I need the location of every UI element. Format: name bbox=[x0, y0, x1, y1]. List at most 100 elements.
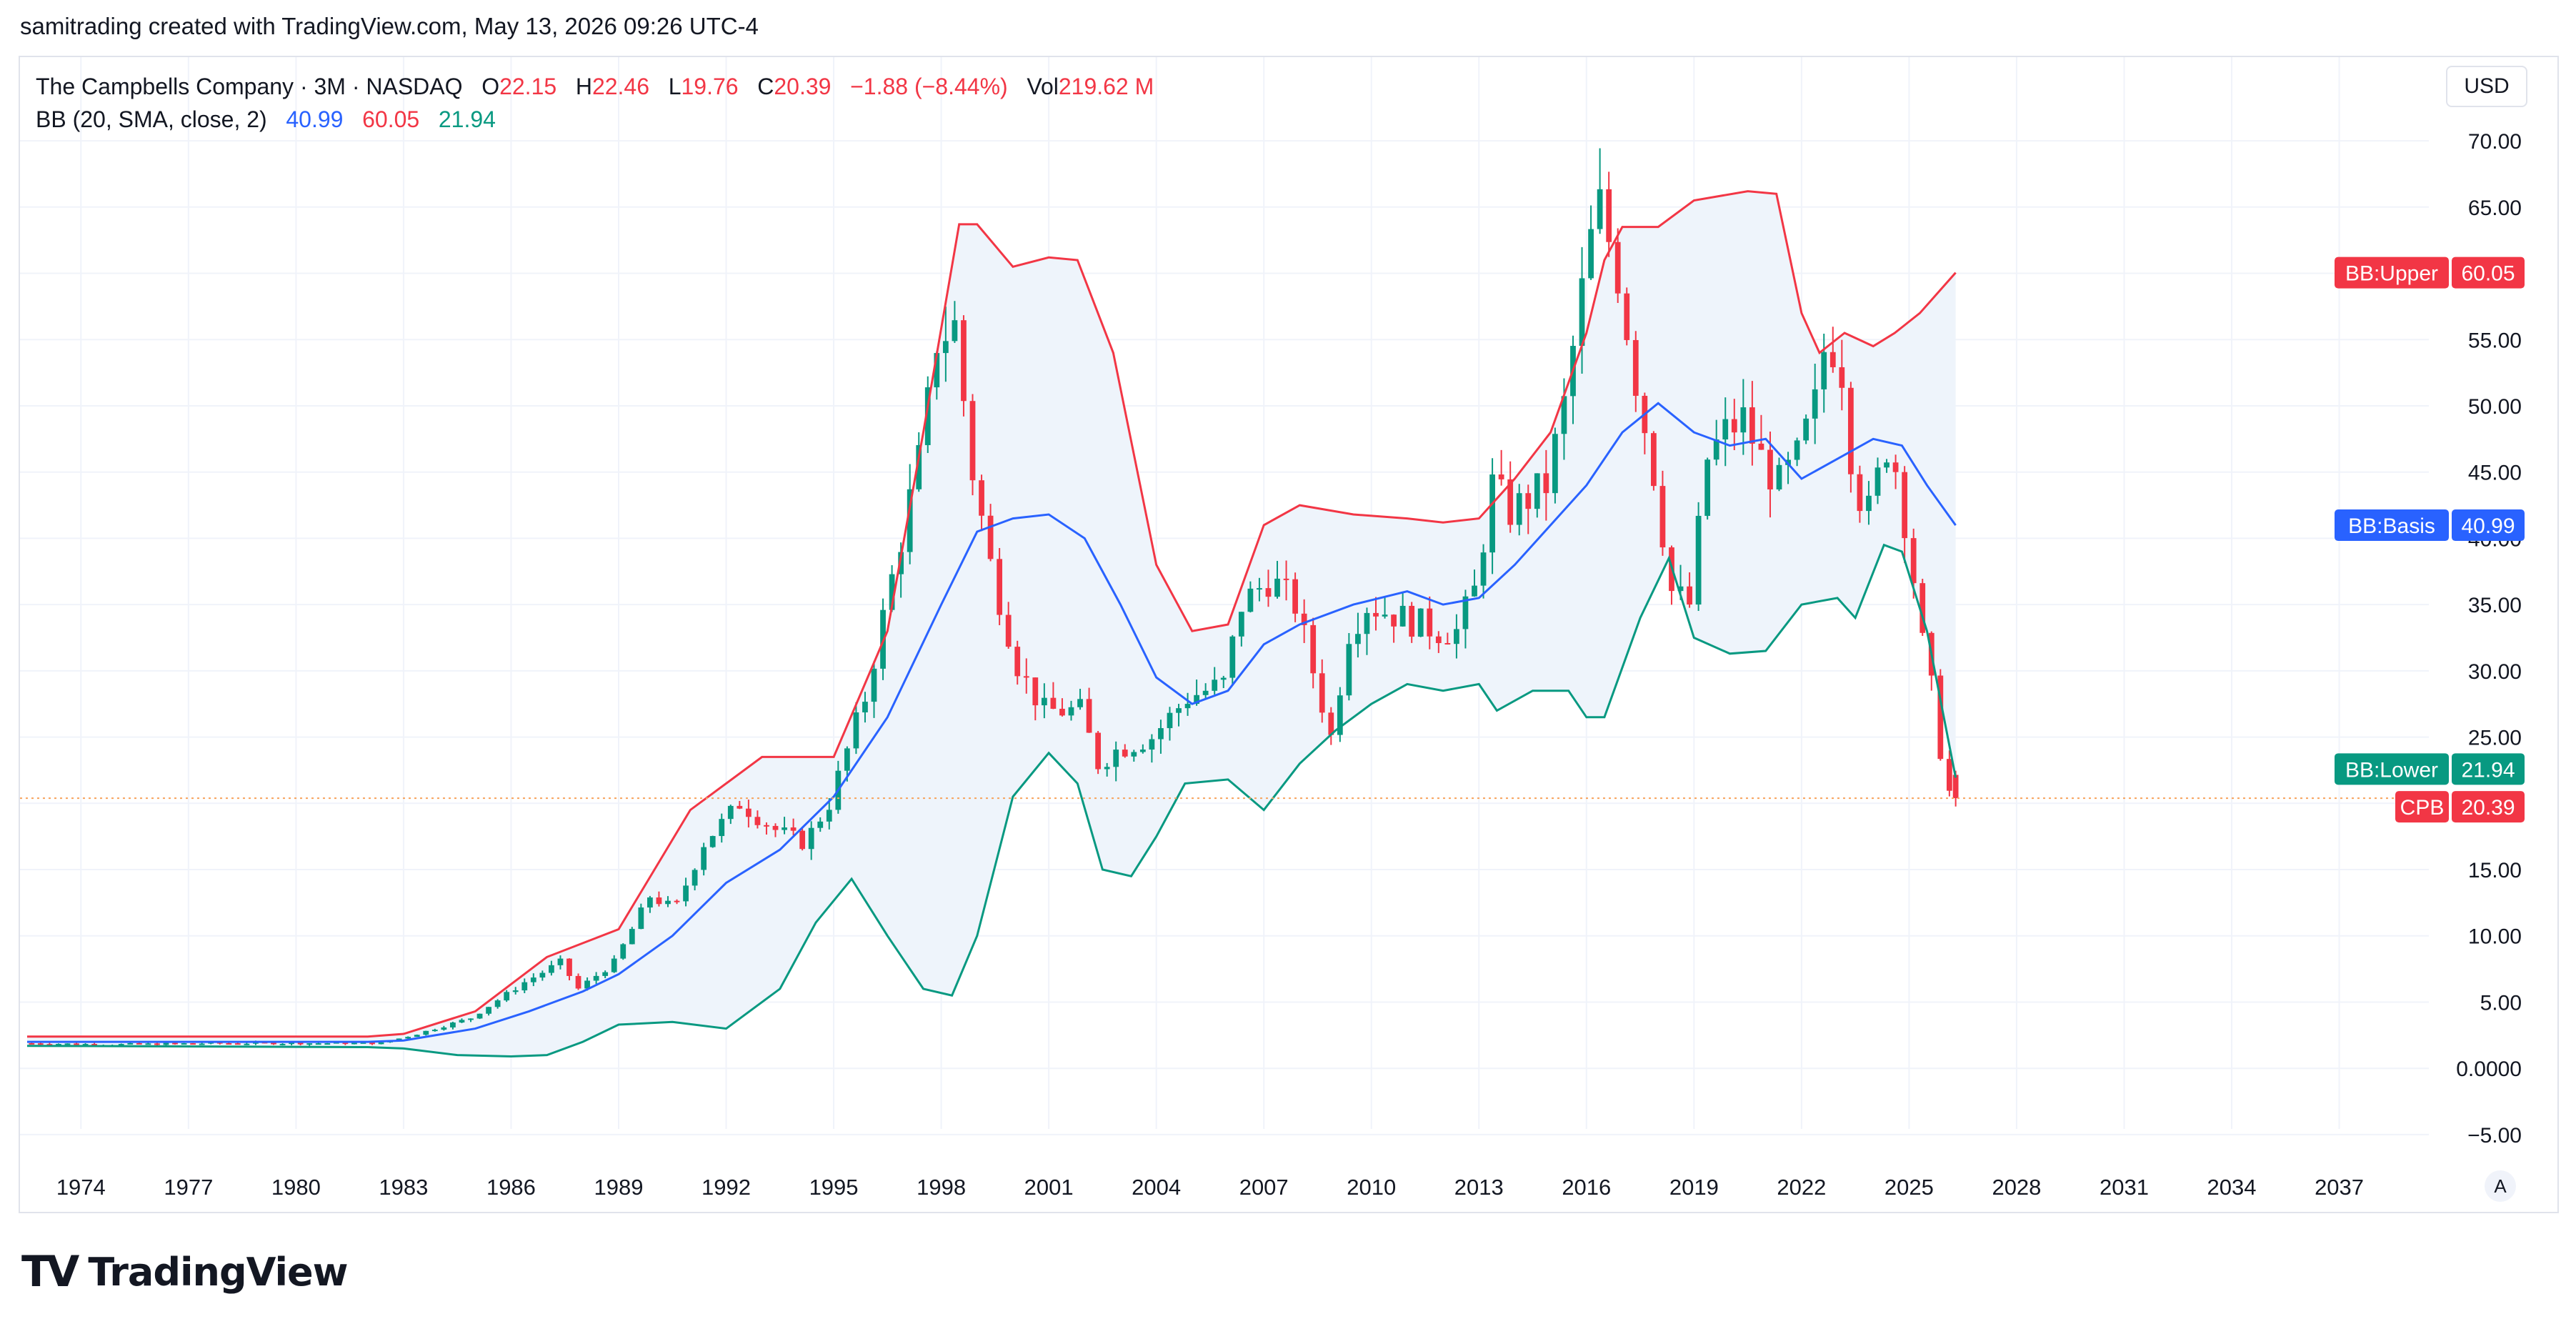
y-tick-label: 70.00 bbox=[2468, 130, 2522, 154]
candle-body bbox=[924, 387, 931, 445]
badge-value-bg bbox=[2452, 257, 2525, 289]
candle-body bbox=[799, 830, 806, 850]
badge-value: 60.05 bbox=[2461, 262, 2515, 286]
x-tick-label: 2031 bbox=[2100, 1175, 2149, 1200]
auto-scale-button[interactable]: A bbox=[2485, 1170, 2516, 1202]
candle-body bbox=[701, 847, 707, 870]
candle-body bbox=[450, 1022, 456, 1027]
chart-caption: samitrading created with TradingView.com… bbox=[20, 13, 759, 39]
volume-value: 219.62 M bbox=[1058, 74, 1154, 99]
candle-body bbox=[1489, 474, 1495, 553]
candle-body bbox=[772, 825, 779, 830]
volume-label: Vol bbox=[1027, 74, 1059, 99]
candle-body bbox=[145, 1043, 151, 1045]
candle-body bbox=[369, 1042, 375, 1045]
candle-body bbox=[1032, 677, 1039, 706]
close-label: C bbox=[757, 74, 774, 99]
candle-body bbox=[486, 1007, 491, 1014]
candle-body bbox=[584, 980, 590, 989]
candle-body bbox=[871, 668, 877, 702]
y-tick-label: 0.0000 bbox=[2456, 1057, 2522, 1081]
candle-body bbox=[1776, 464, 1782, 489]
candle-body bbox=[199, 1043, 205, 1045]
candle-body bbox=[342, 1042, 349, 1045]
grid-lines bbox=[20, 57, 2429, 1135]
candle-body bbox=[1632, 339, 1639, 396]
candle-body bbox=[1857, 474, 1863, 512]
x-tick-label: 2022 bbox=[1777, 1175, 1826, 1200]
candle-body bbox=[969, 401, 976, 481]
x-tick-label: 2013 bbox=[1454, 1175, 1504, 1200]
candle-body bbox=[1328, 712, 1334, 735]
candle-body bbox=[1382, 614, 1388, 617]
candle-body bbox=[1373, 612, 1379, 617]
x-tick-label: 1980 bbox=[271, 1175, 321, 1200]
x-tick-label: 1995 bbox=[809, 1175, 859, 1200]
candle-body bbox=[593, 975, 599, 981]
candle-body bbox=[1874, 467, 1881, 496]
candle-body bbox=[1176, 708, 1182, 713]
candle-body bbox=[226, 1042, 232, 1045]
candle-body bbox=[817, 821, 824, 828]
candle-body bbox=[1202, 690, 1209, 695]
badge-label-bg bbox=[2335, 753, 2449, 785]
candle-body bbox=[764, 825, 769, 827]
x-tick-label: 1983 bbox=[379, 1175, 428, 1200]
candle-body bbox=[1749, 407, 1755, 444]
candle-body bbox=[1095, 732, 1102, 770]
x-tick-label: 2001 bbox=[1024, 1175, 1074, 1200]
indicator-name[interactable]: BB (20, SMA, close, 2) bbox=[36, 106, 267, 132]
candle-body bbox=[952, 320, 958, 342]
badge-value-bg bbox=[2452, 509, 2525, 542]
candle-body bbox=[190, 1043, 196, 1045]
candle-body bbox=[1695, 515, 1702, 605]
candle-body bbox=[737, 805, 743, 809]
candle-body bbox=[1337, 695, 1343, 735]
candle-body bbox=[1355, 634, 1361, 644]
candle-body bbox=[1910, 538, 1917, 584]
badge-label: BB:Upper bbox=[2345, 262, 2438, 286]
candle-body bbox=[1158, 728, 1164, 740]
candle-body bbox=[826, 810, 832, 822]
y-tick-label: 55.00 bbox=[2468, 329, 2522, 352]
symbol-title[interactable]: The Campbells Company · 3M · NASDAQ bbox=[36, 74, 463, 99]
candle-body bbox=[118, 1044, 124, 1046]
candle-body bbox=[1167, 712, 1173, 729]
candle-body bbox=[1919, 583, 1926, 633]
candle-body bbox=[790, 827, 797, 831]
candle-body bbox=[629, 929, 635, 945]
candle-body bbox=[333, 1042, 339, 1044]
candle-body bbox=[1507, 479, 1514, 525]
candle-body bbox=[1704, 459, 1711, 516]
candle-body bbox=[1149, 739, 1155, 750]
candle-body bbox=[539, 972, 546, 978]
candle-body bbox=[1884, 462, 1889, 468]
candle-body bbox=[29, 1042, 35, 1045]
candle-body bbox=[961, 320, 967, 402]
candle-body bbox=[530, 977, 536, 982]
high-label: H bbox=[575, 74, 592, 99]
candle-body bbox=[181, 1043, 187, 1045]
candle-body bbox=[459, 1020, 465, 1023]
x-tick-label: 2010 bbox=[1347, 1175, 1396, 1200]
candle-body bbox=[665, 900, 671, 905]
candle-body bbox=[1480, 552, 1487, 586]
candle-body bbox=[504, 992, 510, 1001]
x-tick-label: 2025 bbox=[1884, 1175, 1934, 1200]
candle-body bbox=[1534, 473, 1540, 509]
candle-body bbox=[898, 552, 904, 574]
bb-basis-line bbox=[27, 402, 1957, 1043]
axis-badge-bb-upper: BB:Upper 60.05 bbox=[2335, 257, 2525, 289]
candle-body bbox=[987, 515, 994, 559]
candle-body bbox=[1659, 486, 1666, 548]
candle-body bbox=[647, 897, 653, 908]
chart-legend: The Campbells Company · 3M · NASDAQ O22.… bbox=[36, 70, 1154, 136]
currency-selector[interactable]: USD bbox=[2446, 66, 2527, 107]
candle-body bbox=[889, 574, 895, 610]
candle-body bbox=[1391, 614, 1397, 627]
candle-body bbox=[1247, 588, 1254, 612]
candle-body bbox=[1472, 585, 1477, 597]
candle-body bbox=[674, 900, 680, 902]
candle-body bbox=[1803, 418, 1809, 441]
